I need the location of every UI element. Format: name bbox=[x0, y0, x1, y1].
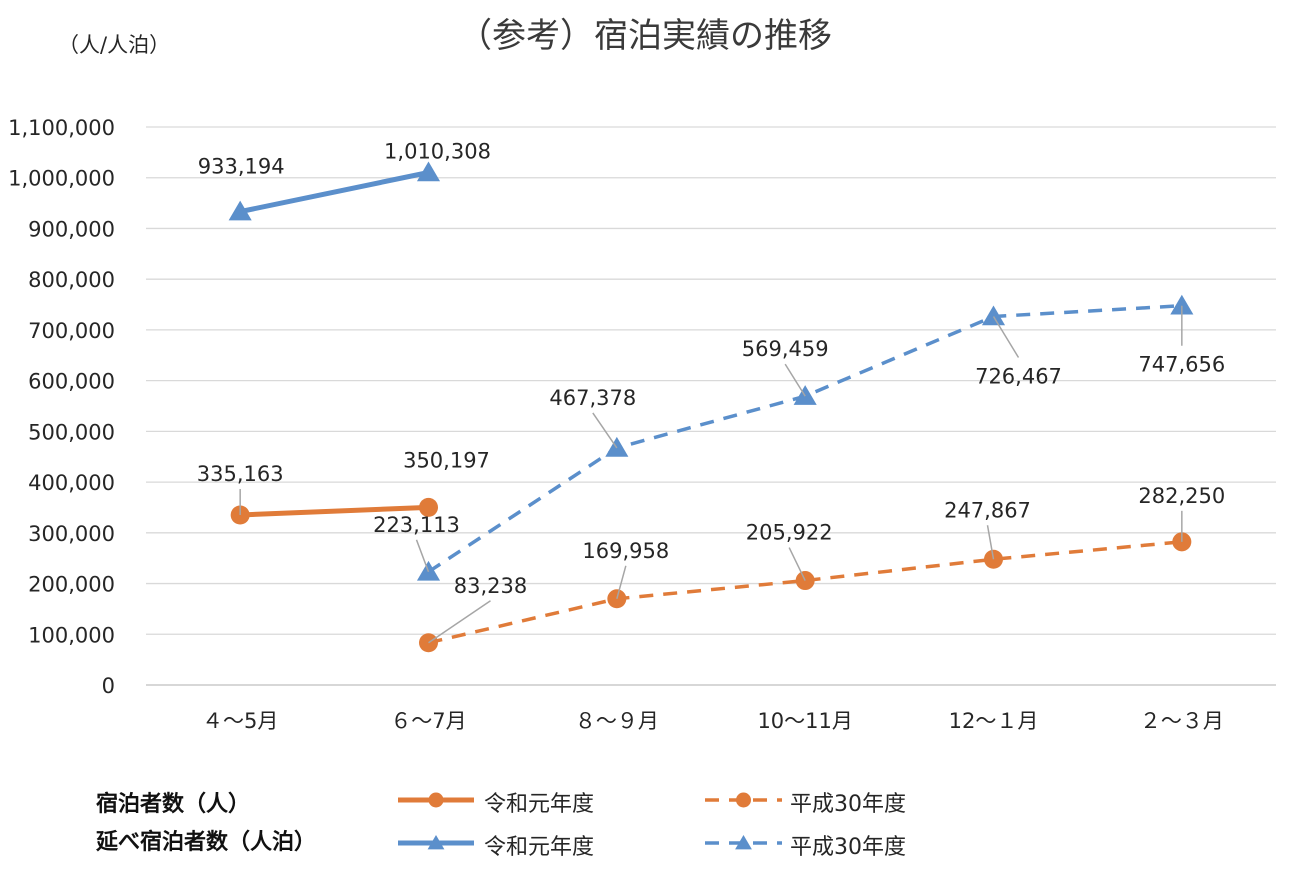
y-tick-label: 400,000 bbox=[28, 471, 115, 495]
label-leader-line bbox=[616, 565, 627, 599]
data-label: 247,867 bbox=[944, 498, 1031, 522]
data-label: 169,958 bbox=[582, 539, 669, 563]
chart-title: （参考）宿泊実績の推移 bbox=[458, 16, 832, 56]
x-tick-label: ６～7月 bbox=[390, 709, 466, 733]
label-leader-line bbox=[592, 412, 618, 449]
legend-label-nights-r1: 令和元年度 bbox=[484, 835, 595, 860]
data-label: 205,922 bbox=[746, 521, 833, 545]
y-tick-label: 800,000 bbox=[28, 268, 115, 292]
y-axis-ticks: 0 100,000 200,000 300,000 400,000 500,000 600,… bbox=[8, 116, 115, 698]
series-layer bbox=[228, 161, 1194, 653]
y-tick-label: 700,000 bbox=[28, 319, 115, 343]
series-line bbox=[240, 504, 429, 518]
y-tick-label: 1,000,000 bbox=[8, 167, 115, 191]
series-line bbox=[239, 170, 430, 215]
y-tick-label: 300,000 bbox=[28, 522, 115, 546]
legend-label-nights-h30: 平成30年度 bbox=[790, 835, 906, 860]
x-axis-ticks: ４～5月 ６～7月 ８～９月 10～11月 12～１月 ２～３月 bbox=[202, 709, 1224, 733]
x-tick-label: ４～5月 bbox=[202, 709, 278, 733]
y-tick-label: 200,000 bbox=[28, 573, 115, 597]
data-point bbox=[228, 200, 252, 221]
label-leader-line bbox=[788, 547, 806, 581]
legend-marker bbox=[735, 835, 752, 850]
data-label: 83,238 bbox=[454, 574, 527, 598]
y-tick-label: 600,000 bbox=[28, 370, 115, 394]
data-label: 747,656 bbox=[1138, 353, 1225, 377]
legend-marker bbox=[736, 792, 751, 808]
data-label: 335,163 bbox=[197, 462, 284, 486]
y-tick-label: 100,000 bbox=[28, 623, 115, 647]
data-label: 726,467 bbox=[975, 364, 1062, 388]
legend-group-guest-nights: 延べ宿泊者数（人泊） bbox=[96, 830, 317, 855]
x-tick-label: 10～11月 bbox=[757, 709, 852, 733]
legend-label-guests-r1: 令和元年度 bbox=[484, 792, 595, 817]
label-leader-line bbox=[415, 539, 430, 573]
data-label: 933,194 bbox=[198, 155, 285, 179]
y-tick-label: 1,100,000 bbox=[8, 116, 115, 140]
label-leader-line bbox=[784, 363, 806, 397]
data-point bbox=[416, 161, 441, 182]
data-label: 350,197 bbox=[403, 448, 490, 472]
label-leader-line bbox=[986, 525, 995, 560]
legend bbox=[398, 792, 782, 850]
data-point bbox=[981, 305, 1006, 326]
data-point bbox=[1170, 294, 1194, 315]
label-leader-line bbox=[992, 316, 1020, 358]
data-label: 282,250 bbox=[1138, 484, 1225, 508]
legend-group-guests: 宿泊者数（人） bbox=[96, 792, 251, 817]
label-leader-line bbox=[428, 600, 491, 644]
series-line bbox=[428, 540, 1182, 645]
x-tick-label: 12～１月 bbox=[949, 709, 1039, 733]
gridlines bbox=[146, 126, 1276, 686]
legend-marker bbox=[427, 835, 445, 850]
data-label: 467,378 bbox=[549, 386, 636, 410]
data-label: 1,010,308 bbox=[384, 139, 491, 163]
legend-marker bbox=[428, 792, 444, 808]
x-tick-label: ８～９月 bbox=[575, 709, 659, 733]
data-point bbox=[419, 497, 438, 517]
y-tick-label: 500,000 bbox=[28, 420, 115, 444]
y-axis-unit-label: （人/人泊） bbox=[58, 33, 170, 57]
data-label: 223,113 bbox=[373, 513, 460, 537]
data-label: 569,459 bbox=[742, 337, 829, 361]
y-tick-label: 900,000 bbox=[28, 217, 115, 241]
data-labels: 335,163 350,197 83,238 169,958 205,922 247,86… bbox=[197, 139, 1225, 644]
legend-label-guests-h30: 平成30年度 bbox=[790, 792, 906, 817]
x-tick-label: ２～３月 bbox=[1140, 709, 1224, 733]
y-tick-label: 0 bbox=[102, 674, 115, 698]
